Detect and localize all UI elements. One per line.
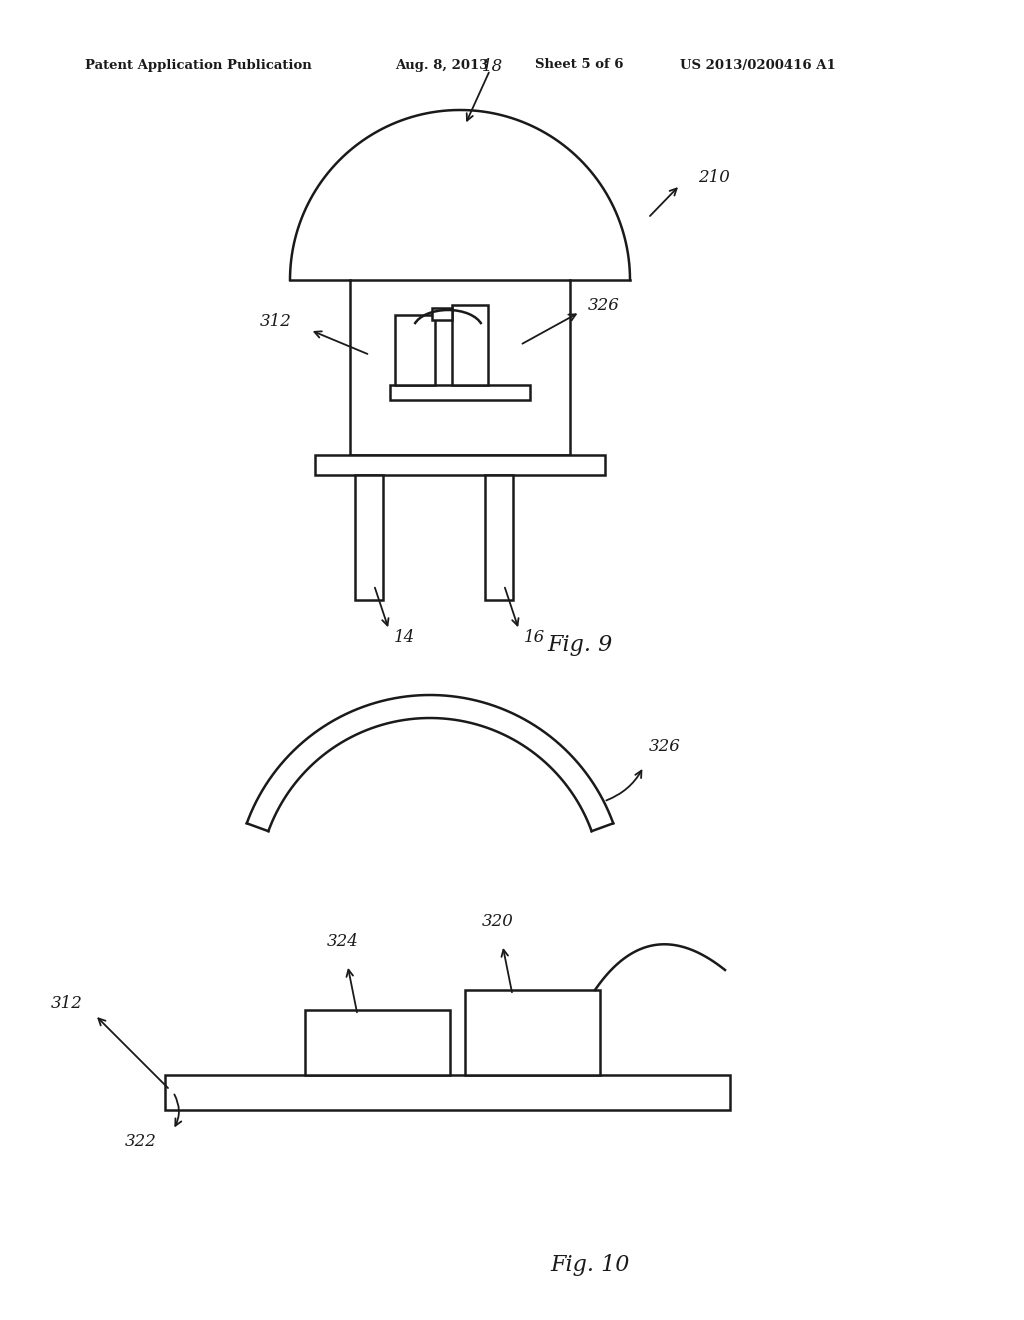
Text: 322: 322 (125, 1134, 157, 1151)
Bar (395, 315, 435, 385)
Bar (355, 475, 383, 601)
Bar (465, 990, 600, 1074)
Text: 210: 210 (698, 169, 730, 186)
Text: 324: 324 (327, 933, 358, 950)
Text: 312: 312 (260, 314, 292, 330)
Bar (350, 280, 570, 455)
Bar (305, 1010, 450, 1074)
Text: Sheet 5 of 6: Sheet 5 of 6 (535, 58, 624, 71)
Bar (485, 475, 513, 601)
Bar (165, 1074, 730, 1110)
Text: 18: 18 (481, 58, 503, 75)
Text: 326: 326 (588, 297, 620, 314)
Bar (390, 385, 530, 400)
Text: 312: 312 (51, 994, 83, 1011)
Bar (432, 308, 452, 319)
Text: Fig. 10: Fig. 10 (550, 1254, 630, 1276)
Bar (452, 305, 488, 385)
Text: 16: 16 (524, 630, 545, 647)
Bar (315, 455, 605, 475)
Text: 14: 14 (394, 630, 416, 647)
Text: Fig. 9: Fig. 9 (548, 634, 612, 656)
Text: Patent Application Publication: Patent Application Publication (85, 58, 311, 71)
Text: US 2013/0200416 A1: US 2013/0200416 A1 (680, 58, 836, 71)
Text: 326: 326 (649, 738, 681, 755)
Text: Aug. 8, 2013: Aug. 8, 2013 (395, 58, 488, 71)
Text: 320: 320 (481, 913, 513, 931)
